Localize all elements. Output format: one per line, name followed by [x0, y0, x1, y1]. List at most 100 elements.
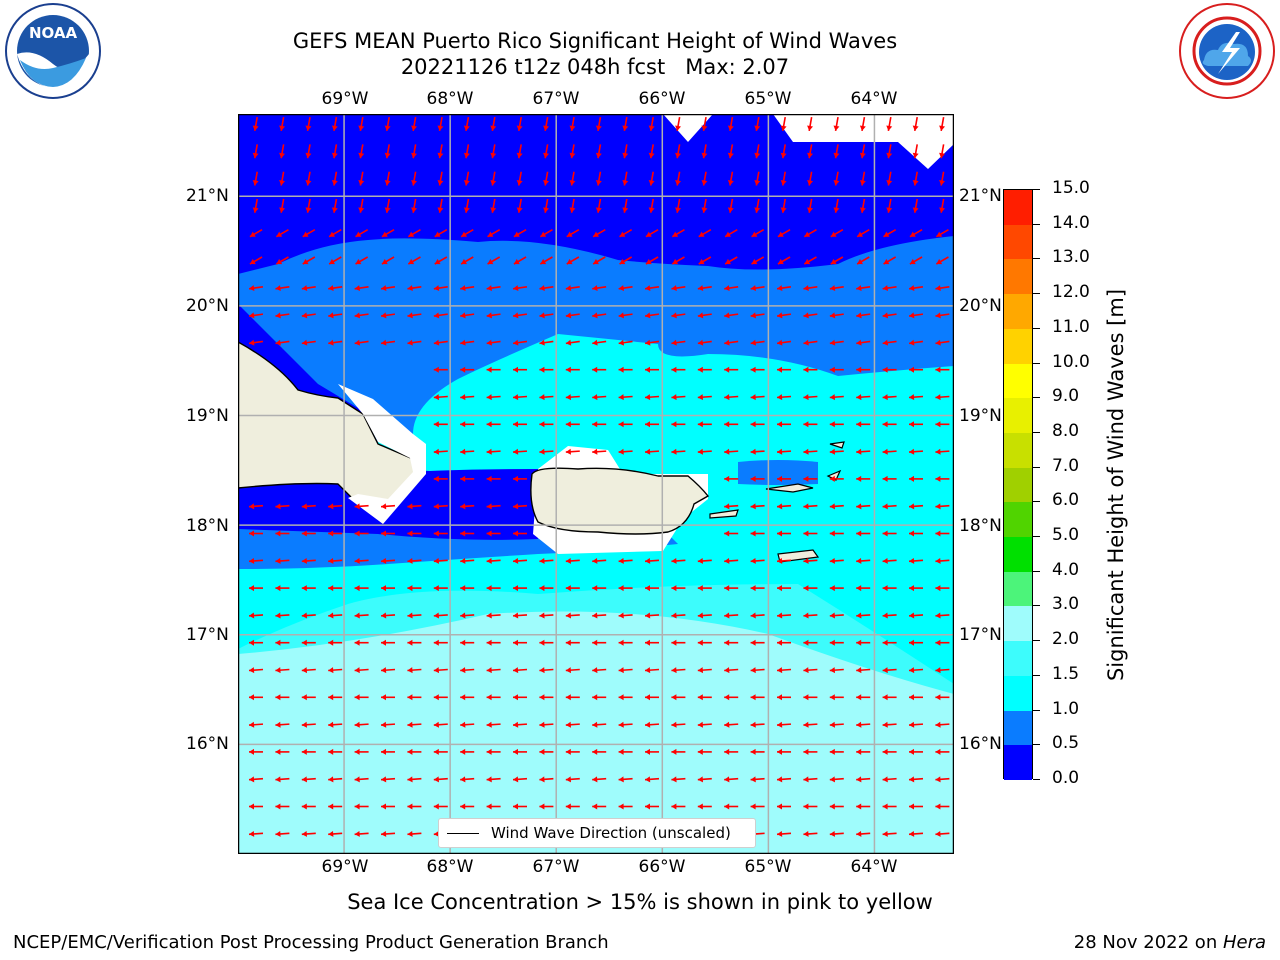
- wave-arrow: [407, 612, 422, 619]
- wave-arrow: [486, 803, 501, 810]
- wave-arrow: [328, 312, 343, 319]
- wave-arrow: [592, 421, 607, 428]
- wave-arrow: [565, 312, 580, 319]
- wave-arrow: [935, 475, 950, 482]
- colorbar-tick: [1033, 674, 1040, 676]
- wave-arrow: [275, 612, 290, 619]
- wave-arrow: [407, 803, 422, 810]
- wave-arrow: [512, 503, 528, 510]
- wave-arrow: [354, 721, 369, 728]
- wave-arrow: [411, 144, 418, 159]
- wave-arrow: [830, 256, 844, 265]
- wave-arrow: [829, 639, 844, 646]
- wave-arrow: [671, 612, 686, 619]
- colorbar-segment: [1004, 641, 1032, 676]
- wave-arrow: [671, 448, 686, 455]
- wave-arrow: [648, 198, 655, 213]
- wave-arrow: [433, 475, 448, 482]
- wave-arrow: [275, 585, 290, 592]
- wave-arrow: [565, 394, 580, 401]
- wave-arrow: [249, 803, 263, 810]
- wave-arrow: [803, 776, 818, 783]
- wave-arrow: [750, 503, 765, 510]
- wave-arrow: [935, 394, 950, 401]
- wave-arrow: [565, 366, 580, 373]
- wave-arrow: [381, 694, 395, 701]
- wave-arrow: [301, 748, 316, 755]
- wave-arrow: [358, 116, 365, 132]
- wave-arrow: [592, 229, 606, 238]
- colorbar-segment: [1004, 259, 1032, 295]
- wave-arrow: [882, 776, 897, 783]
- wave-arrow: [565, 803, 580, 810]
- wave-arrow: [777, 748, 791, 755]
- wave-arrow: [380, 721, 396, 728]
- wave-arrow: [328, 503, 343, 510]
- lon-label-bottom-65w: 65°W: [744, 857, 792, 877]
- st-croix-land: [777, 549, 820, 563]
- wave-arrow: [935, 285, 950, 292]
- wave-arrow: [411, 171, 418, 186]
- wave-arrow: [301, 612, 316, 619]
- wave-arrow: [829, 475, 844, 482]
- wave-arrow: [301, 585, 316, 592]
- wave-arrow: [460, 803, 475, 810]
- wave-arrow: [807, 144, 814, 159]
- wave-arrow: [833, 144, 840, 159]
- wave-arrow: [486, 748, 501, 755]
- wave-arrow: [644, 612, 660, 619]
- wave-arrow: [565, 694, 580, 701]
- wave-arrow: [803, 530, 818, 537]
- wave-arrow: [883, 229, 897, 238]
- wave-arrow: [565, 667, 580, 674]
- wave-arrow: [619, 229, 633, 238]
- wave-arrow: [275, 339, 290, 346]
- wave-arrow: [328, 830, 343, 837]
- wave-arrow: [724, 639, 739, 646]
- wave-arrow: [539, 557, 554, 564]
- wave-arrow: [539, 394, 554, 401]
- wave-arrow: [539, 803, 554, 810]
- wave-arrow: [883, 256, 897, 265]
- wave-arrow: [358, 198, 365, 213]
- wave-arrow: [935, 776, 950, 783]
- wave-arrow: [248, 612, 264, 619]
- wave-arrow: [776, 312, 792, 319]
- wave-arrow: [856, 748, 871, 755]
- wave-arrow: [724, 612, 739, 619]
- wave-arrow: [592, 612, 607, 619]
- wave-arrow: [908, 776, 924, 783]
- wave-arrow: [569, 116, 576, 132]
- wave-arrow: [490, 144, 497, 159]
- wave-arrow: [407, 312, 422, 319]
- puerto-rico-land: [530, 467, 710, 535]
- wave-arrow: [407, 585, 422, 592]
- wave-arrow: [512, 667, 528, 674]
- wave-arrow: [358, 171, 365, 186]
- wave-arrow: [750, 421, 765, 428]
- wave-arrow: [727, 198, 734, 213]
- wave-arrow: [463, 198, 470, 213]
- wave-arrow: [407, 256, 421, 265]
- wave-arrow: [249, 585, 263, 592]
- wave-arrow: [463, 144, 470, 159]
- wave-arrow: [697, 285, 712, 292]
- wave-arrow: [539, 312, 554, 319]
- wave-arrow: [460, 721, 475, 728]
- colorbar-segment: [1004, 537, 1032, 572]
- wave-arrow: [750, 339, 765, 346]
- colorbar-segment: [1004, 190, 1032, 225]
- wave-arrow: [565, 721, 580, 728]
- wave-arrow: [776, 721, 792, 728]
- wave-arrow: [433, 312, 448, 319]
- wave-arrow: [856, 339, 871, 346]
- wave-arrow: [539, 667, 554, 674]
- wave-arrow: [437, 116, 444, 132]
- lat-label-left-18n: 18°N: [186, 516, 229, 536]
- wave-arrow: [618, 421, 633, 428]
- wave-arrow: [882, 721, 897, 728]
- wave-arrow: [829, 421, 844, 428]
- wave-arrow: [248, 721, 264, 728]
- wave-arrow: [565, 557, 580, 564]
- wave-arrow: [301, 312, 316, 319]
